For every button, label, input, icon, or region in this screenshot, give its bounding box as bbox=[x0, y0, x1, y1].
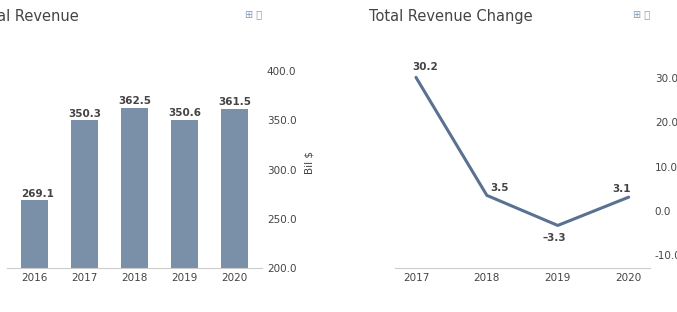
Bar bbox=[121, 108, 148, 312]
Text: 350.3: 350.3 bbox=[68, 109, 101, 119]
Text: 361.5: 361.5 bbox=[218, 97, 251, 107]
Y-axis label: Bil $: Bil $ bbox=[305, 151, 315, 174]
Text: ⊞ 🔍: ⊞ 🔍 bbox=[633, 9, 650, 19]
Bar bbox=[171, 120, 198, 312]
Text: 3.1: 3.1 bbox=[612, 184, 631, 194]
Bar bbox=[221, 109, 248, 312]
Text: –3.3: –3.3 bbox=[542, 233, 566, 243]
Text: 30.2: 30.2 bbox=[412, 62, 438, 72]
Text: ⊞ 🔍: ⊞ 🔍 bbox=[245, 9, 262, 19]
Text: Total Revenue: Total Revenue bbox=[0, 9, 79, 24]
Bar bbox=[20, 200, 48, 312]
Bar bbox=[70, 120, 98, 312]
Text: 350.6: 350.6 bbox=[168, 108, 201, 118]
Text: 362.5: 362.5 bbox=[118, 96, 151, 106]
Text: 269.1: 269.1 bbox=[21, 189, 53, 199]
Text: 3.5: 3.5 bbox=[490, 183, 509, 193]
Text: Total Revenue Change: Total Revenue Change bbox=[369, 9, 533, 24]
